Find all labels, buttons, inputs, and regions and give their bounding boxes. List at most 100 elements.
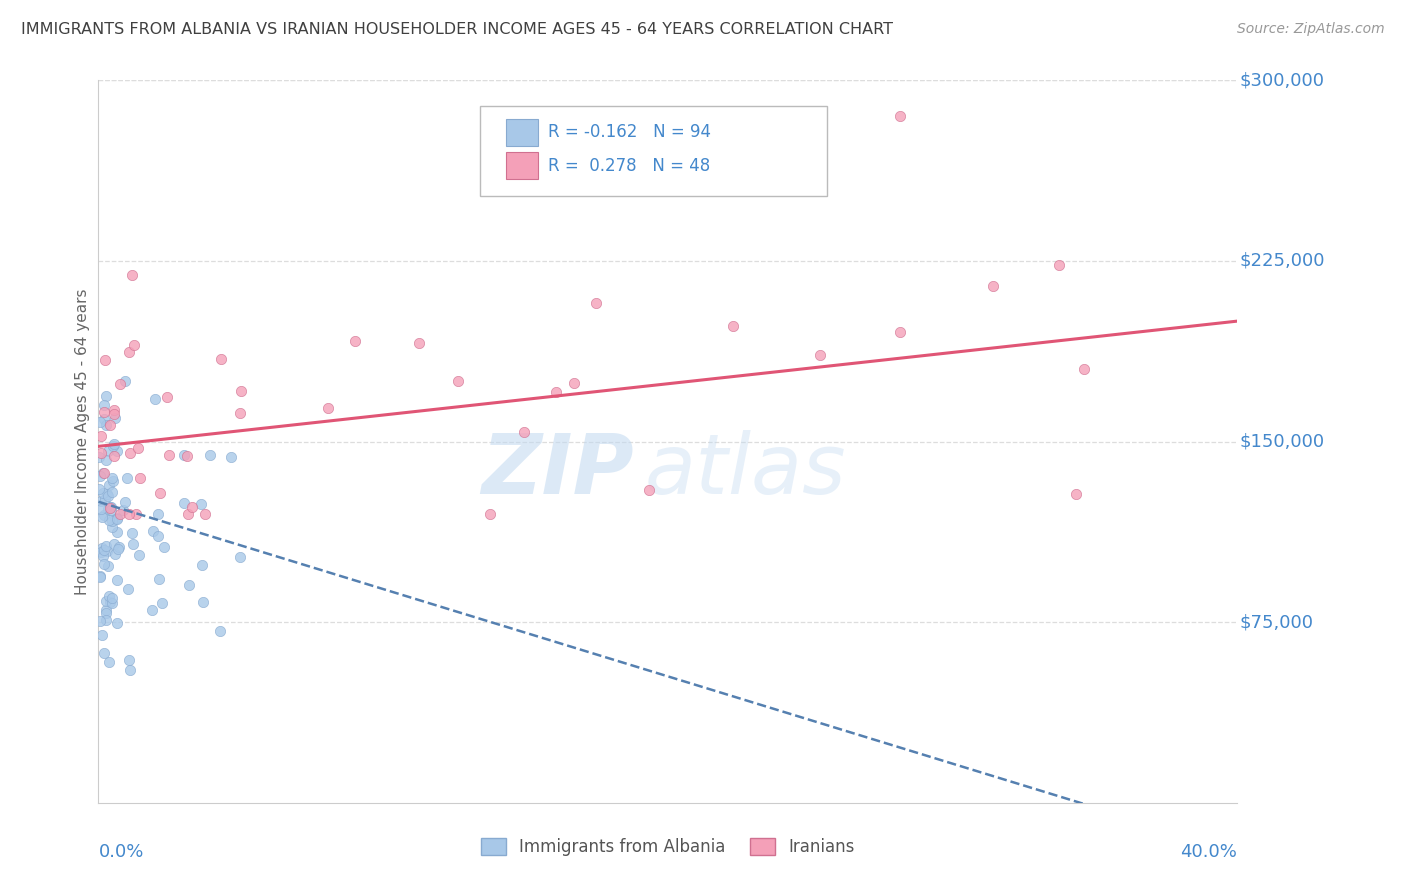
Point [148, 572, 170, 586]
Point [91, 541, 114, 555]
Point [94, 418, 117, 433]
Point [209, 624, 232, 638]
Point [93, 542, 115, 557]
Point [638, 483, 661, 498]
Point [229, 384, 252, 399]
Text: $225,000: $225,000 [1240, 252, 1324, 270]
Point [344, 334, 367, 348]
Point [93, 398, 115, 412]
Point [89, 415, 111, 429]
Point [121, 526, 143, 541]
Point [103, 407, 125, 421]
Point [108, 376, 131, 391]
Point [105, 444, 128, 458]
Point [103, 403, 125, 417]
Text: IMMIGRANTS FROM ALBANIA VS IRANIAN HOUSEHOLDER INCOME AGES 45 - 64 YEARS CORRELA: IMMIGRANTS FROM ALBANIA VS IRANIAN HOUSE… [21, 22, 893, 37]
Point [96, 543, 118, 558]
Point [173, 448, 195, 462]
Point [546, 385, 568, 400]
Point [141, 603, 163, 617]
Point [110, 507, 132, 521]
Point [156, 390, 179, 404]
Point [118, 446, 141, 460]
Text: Source: ZipAtlas.com: Source: ZipAtlas.com [1237, 22, 1385, 37]
Point [114, 494, 136, 508]
Point [118, 507, 141, 521]
Point [93, 549, 115, 563]
Point [93, 508, 115, 523]
Point [177, 507, 200, 521]
Point [513, 425, 536, 439]
Point [127, 441, 149, 455]
Text: atlas: atlas [645, 430, 846, 511]
Point [91, 510, 114, 524]
Text: R = -0.162   N = 94: R = -0.162 N = 94 [548, 123, 711, 141]
Point [87, 482, 110, 496]
Point [115, 471, 138, 485]
Point [98, 595, 121, 609]
Point [122, 338, 145, 352]
Point [191, 595, 214, 609]
Point [103, 537, 125, 551]
Point [122, 537, 145, 551]
Point [90, 502, 112, 516]
Point [94, 606, 117, 620]
Point [90, 429, 112, 443]
Point [149, 486, 172, 500]
Point [101, 514, 124, 528]
Text: $75,000: $75,000 [1240, 613, 1313, 632]
Point [981, 279, 1004, 293]
Point [1064, 487, 1087, 501]
Point [98, 500, 121, 514]
Point [98, 478, 121, 492]
Point [107, 615, 129, 630]
Point [148, 507, 170, 521]
Point [1073, 362, 1095, 376]
Point [97, 443, 120, 458]
Point [96, 389, 118, 403]
Text: 40.0%: 40.0% [1181, 843, 1237, 861]
Point [173, 495, 195, 509]
Point [96, 602, 118, 616]
Point [104, 411, 127, 425]
Point [93, 558, 115, 572]
Point [91, 486, 114, 500]
Point [98, 417, 121, 432]
Point [229, 549, 252, 564]
Point [100, 502, 122, 516]
Point [108, 540, 131, 554]
Point [889, 110, 911, 124]
Point [190, 498, 212, 512]
Point [219, 450, 242, 464]
Point [118, 653, 141, 667]
Point [94, 539, 117, 553]
Point [91, 466, 114, 480]
Point [157, 448, 180, 462]
Point [97, 502, 120, 516]
Point [101, 475, 124, 489]
Point [90, 446, 112, 460]
Point [90, 545, 112, 559]
Point [98, 501, 121, 516]
Point [90, 494, 112, 508]
Point [408, 335, 430, 350]
Point [98, 655, 121, 669]
Point [121, 268, 143, 283]
Point [97, 489, 120, 503]
Legend: Immigrants from Albania, Iranians: Immigrants from Albania, Iranians [474, 831, 862, 863]
Y-axis label: Householder Income Ages 45 - 64 years: Householder Income Ages 45 - 64 years [75, 288, 90, 595]
FancyBboxPatch shape [479, 105, 827, 196]
Point [152, 541, 174, 555]
Point [128, 548, 150, 562]
Point [101, 591, 124, 606]
Point [97, 589, 120, 603]
Point [120, 664, 142, 678]
Point [889, 326, 911, 340]
Point [105, 512, 128, 526]
Point [100, 471, 122, 485]
Point [89, 450, 111, 464]
Point [105, 525, 128, 540]
Point [721, 318, 744, 333]
Point [96, 452, 118, 467]
Point [562, 376, 585, 391]
